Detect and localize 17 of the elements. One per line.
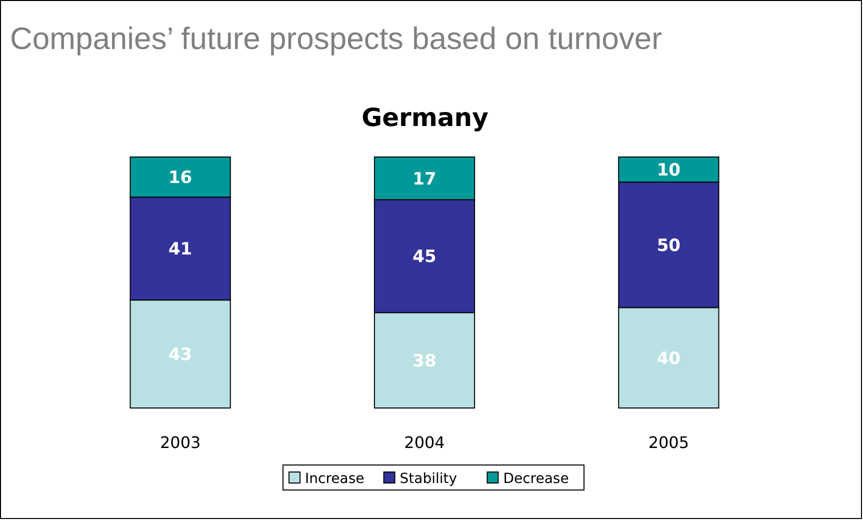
- legend-label: Increase: [305, 471, 364, 487]
- chart-subtitle: Germany: [362, 103, 488, 132]
- data-label: 17: [412, 169, 436, 190]
- data-label: 10: [656, 160, 681, 181]
- legend-label: Decrease: [503, 471, 569, 487]
- data-label: 43: [168, 345, 192, 366]
- legend-label: Stability: [400, 471, 458, 487]
- data-label: 41: [168, 240, 192, 260]
- data-label: 50: [656, 236, 681, 256]
- data-label: 38: [412, 351, 436, 372]
- chart-title: Companies’ future prospects based on turnover: [10, 21, 662, 56]
- x-tick-label: 2004: [404, 433, 445, 452]
- x-tick-label: 2003: [160, 433, 201, 452]
- data-label: 45: [412, 247, 436, 268]
- data-label: 16: [168, 168, 192, 188]
- x-tick-label: 2005: [648, 433, 690, 452]
- data-label: 40: [656, 348, 681, 369]
